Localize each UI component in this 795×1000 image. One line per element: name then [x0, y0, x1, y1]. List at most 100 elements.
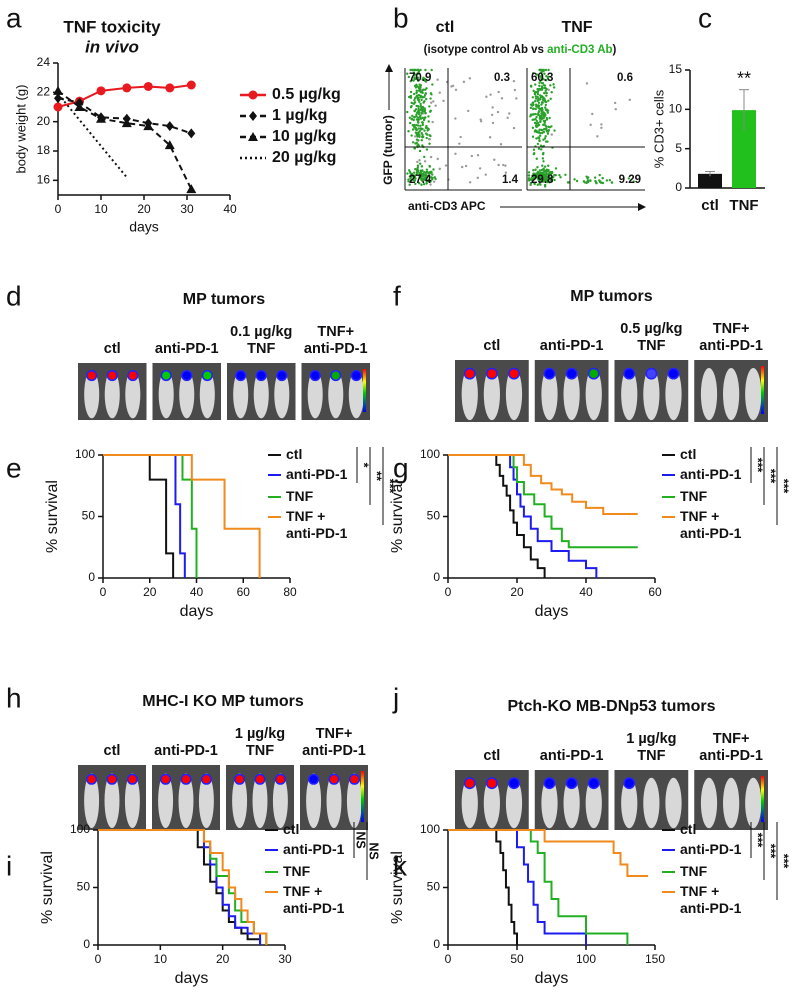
mouse — [274, 370, 290, 419]
flow-event — [411, 141, 415, 144]
flow-event — [540, 77, 543, 80]
flow-event — [451, 84, 455, 87]
point — [186, 184, 197, 194]
y-tick-label: 100 — [70, 822, 90, 836]
flow-event — [413, 116, 416, 119]
flow-event — [434, 177, 437, 181]
legend-label: anti-PD-1 — [680, 466, 742, 482]
mouse — [723, 777, 740, 829]
panel-letter: a — [6, 2, 22, 33]
panel-letter: b — [393, 2, 409, 33]
x-tick-label: 100 — [576, 952, 596, 966]
flow-event — [559, 176, 562, 179]
signal — [463, 367, 476, 380]
x-tick-label: 10 — [154, 952, 168, 966]
survival-curve — [448, 454, 598, 578]
flow-event — [544, 108, 548, 111]
flow-event — [543, 114, 546, 118]
y-tick-label: 50 — [77, 880, 91, 894]
mouse — [461, 777, 478, 829]
flow-event — [414, 135, 417, 138]
flow-event — [573, 178, 576, 181]
flow-event — [540, 129, 544, 132]
flow-event — [460, 165, 464, 169]
flow-event — [589, 179, 592, 182]
flow-event — [423, 95, 426, 98]
legend-label: ctl — [680, 446, 697, 462]
color-scale — [761, 366, 764, 414]
flow-event — [407, 130, 410, 133]
group-label: ctl — [103, 743, 121, 759]
subtitle-part: anti-CD3 Ab — [547, 44, 612, 56]
flow-event — [432, 100, 435, 103]
survival-curve — [103, 454, 261, 578]
legend-label: 0.5 µg/kg — [272, 86, 341, 103]
significance: *** — [751, 458, 765, 473]
flow-event — [541, 164, 544, 167]
flow-event — [423, 109, 427, 112]
point — [143, 121, 154, 131]
y-tick-label: 18 — [37, 143, 51, 157]
y-tick-label: 0 — [433, 937, 440, 951]
flow-event — [421, 127, 424, 131]
flow-event — [419, 171, 422, 174]
flow-event — [536, 142, 540, 146]
flow-event — [430, 101, 433, 104]
flow-event — [417, 68, 420, 72]
mouse — [745, 777, 762, 829]
flow-event — [533, 181, 536, 185]
flow-event — [610, 181, 614, 184]
y-axis-label: % survival — [389, 851, 406, 924]
color-scale — [363, 369, 366, 412]
flow-event — [504, 164, 507, 167]
y-tick-label: 100 — [420, 822, 440, 836]
mouse — [665, 368, 682, 421]
flow-event — [591, 112, 594, 116]
legend-marker — [248, 132, 258, 141]
legend-label: anti-PD-1 — [283, 841, 345, 857]
panel-title: Ptch-KO MB-DNp53 tumors — [507, 698, 715, 715]
flow-event — [411, 68, 414, 72]
legend-label: 10 µg/kg — [272, 128, 336, 145]
signal — [328, 773, 340, 785]
mouse — [563, 777, 580, 829]
flow-event — [536, 172, 540, 176]
significance: NS — [354, 831, 368, 848]
flow-event — [553, 129, 556, 132]
flow-event — [420, 183, 423, 186]
flow-event — [429, 109, 433, 112]
flow-event — [540, 107, 543, 110]
flow-event — [458, 142, 461, 145]
legend-label: TNF + anti-PD-1 — [680, 508, 742, 541]
flow-event — [506, 116, 509, 120]
flow-event — [534, 168, 537, 171]
signal — [106, 369, 118, 382]
flow-event — [538, 174, 542, 177]
legend-label: TNF — [680, 863, 708, 879]
mouse — [541, 777, 558, 829]
flow-event — [407, 180, 410, 183]
flow-event — [554, 173, 557, 177]
flow-event — [540, 168, 544, 172]
flow-event — [422, 76, 425, 80]
flow-event — [598, 179, 601, 182]
flow-event — [459, 135, 462, 139]
signal — [485, 777, 498, 790]
x-tick-label: 0 — [55, 202, 62, 216]
legend-label: TNF + anti-PD-1 — [680, 883, 742, 916]
flow-event — [530, 103, 533, 106]
flow-event — [417, 72, 420, 75]
flow-event — [415, 95, 418, 98]
flow-event — [532, 113, 535, 116]
flow-event — [543, 121, 546, 125]
flow-event — [421, 105, 425, 109]
mouse — [700, 777, 718, 829]
flow-event — [442, 99, 445, 103]
legend-label: anti-PD-1 — [680, 841, 742, 857]
flow-event — [464, 164, 468, 168]
group-label: TNF+ anti-PD-1 — [303, 324, 368, 357]
flow-event — [420, 165, 424, 168]
significance: *** — [777, 479, 791, 494]
flow-event — [538, 81, 541, 84]
flow-event — [423, 155, 426, 159]
